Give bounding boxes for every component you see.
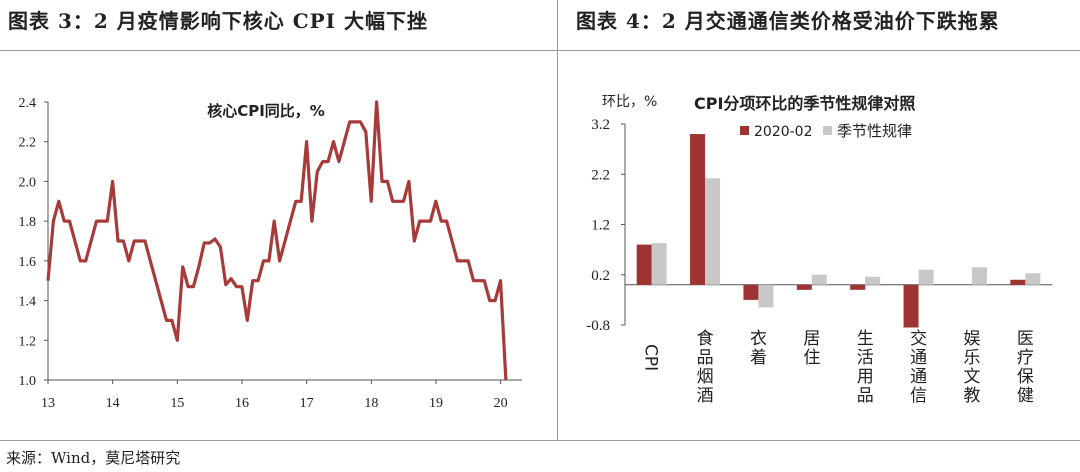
legend-swatch-2020-02 [740, 126, 749, 135]
chart-title: CPI分项环比的季节性规律对照 [694, 94, 915, 113]
x-tick-label: 16 [235, 396, 249, 411]
bar-seasonal [865, 276, 881, 285]
x-tick-label: 19 [429, 396, 443, 411]
y-tick-label: 2.2 [19, 136, 37, 151]
bar-seasonal [811, 274, 827, 285]
bar-seasonal [971, 267, 987, 285]
y-tick-label: 1.0 [19, 374, 37, 389]
bar-2020-02 [850, 284, 866, 290]
category-label: 衣着 [750, 329, 767, 368]
right-figure-title: 图表 4：2 月交通通信类价格受油价下跌拖累 [576, 9, 1000, 33]
x-tick-label: 14 [106, 396, 120, 411]
bar-seasonal [651, 243, 667, 285]
y-tick-label: 1.8 [19, 215, 37, 230]
y-tick-label: -0.8 [586, 318, 610, 334]
bar-2020-02 [796, 284, 812, 290]
bar-2020-02 [903, 284, 919, 328]
bar-2020-02 [690, 134, 706, 285]
category-label: 交通通信 [910, 329, 927, 406]
legend-label-2020-02: 2020-02 [754, 124, 813, 140]
y-tick-label: 2.0 [19, 175, 37, 190]
y-tick-label: 1.4 [19, 295, 37, 310]
bar-seasonal [1025, 273, 1041, 285]
category-label: 居住 [803, 329, 820, 368]
category-label: 食品烟酒 [697, 329, 714, 406]
y-tick-label: 2.2 [591, 167, 610, 183]
footer-divider [0, 440, 1080, 441]
bar-2020-02 [636, 244, 652, 285]
y-axis-unit-label: 环比，% [602, 94, 657, 110]
bar-seasonal [918, 269, 934, 285]
y-tick-label: 0.2 [591, 268, 610, 284]
legend-swatch-seasonal [823, 126, 832, 135]
bar-seasonal [758, 284, 774, 308]
bar-seasonal [705, 178, 721, 285]
category-label: 娱乐文教 [963, 329, 980, 406]
y-tick-label: 2.4 [19, 96, 37, 111]
legend-label-seasonal: 季节性规律 [837, 122, 912, 140]
x-tick-label: 13 [41, 396, 55, 411]
y-tick-label: 1.2 [19, 334, 37, 349]
y-tick-label: 3.2 [591, 117, 610, 133]
left-figure-title: 图表 3：2 月疫情影响下核心 CPI 大幅下挫 [8, 9, 428, 33]
chart-title: 核心CPI同比，% [207, 102, 325, 120]
x-tick-label: 18 [364, 396, 378, 411]
bar-2020-02 [743, 284, 759, 300]
category-label: 医疗保健 [1017, 329, 1034, 406]
x-tick-label: 17 [300, 396, 314, 411]
panel-divider [557, 0, 558, 441]
category-label: 生活用品 [857, 329, 874, 406]
x-tick-label: 20 [494, 396, 508, 411]
source-note: 来源：Wind，莫尼塔研究 [6, 449, 181, 467]
x-tick-label: 15 [170, 396, 184, 411]
header-divider [0, 50, 1080, 51]
category-label: CPI [641, 344, 661, 371]
y-tick-label: 1.6 [19, 255, 37, 270]
core-cpi-line-chart: 1.0 1.2 1.4 1.6 1.8 2.0 2.2 2.4 13 14 15 16 17 18 19 20… [19, 96, 522, 411]
core-cpi-series-line [46, 100, 508, 381]
cpi-components-bar-chart: 3.2 2.2 1.2 0.2 -0.8 环比，% CPI分项环比的季节性规律对照 CPI 食品… [586, 94, 1052, 406]
y-tick-label: 1.2 [591, 218, 610, 234]
bar-2020-02 [1010, 279, 1026, 285]
